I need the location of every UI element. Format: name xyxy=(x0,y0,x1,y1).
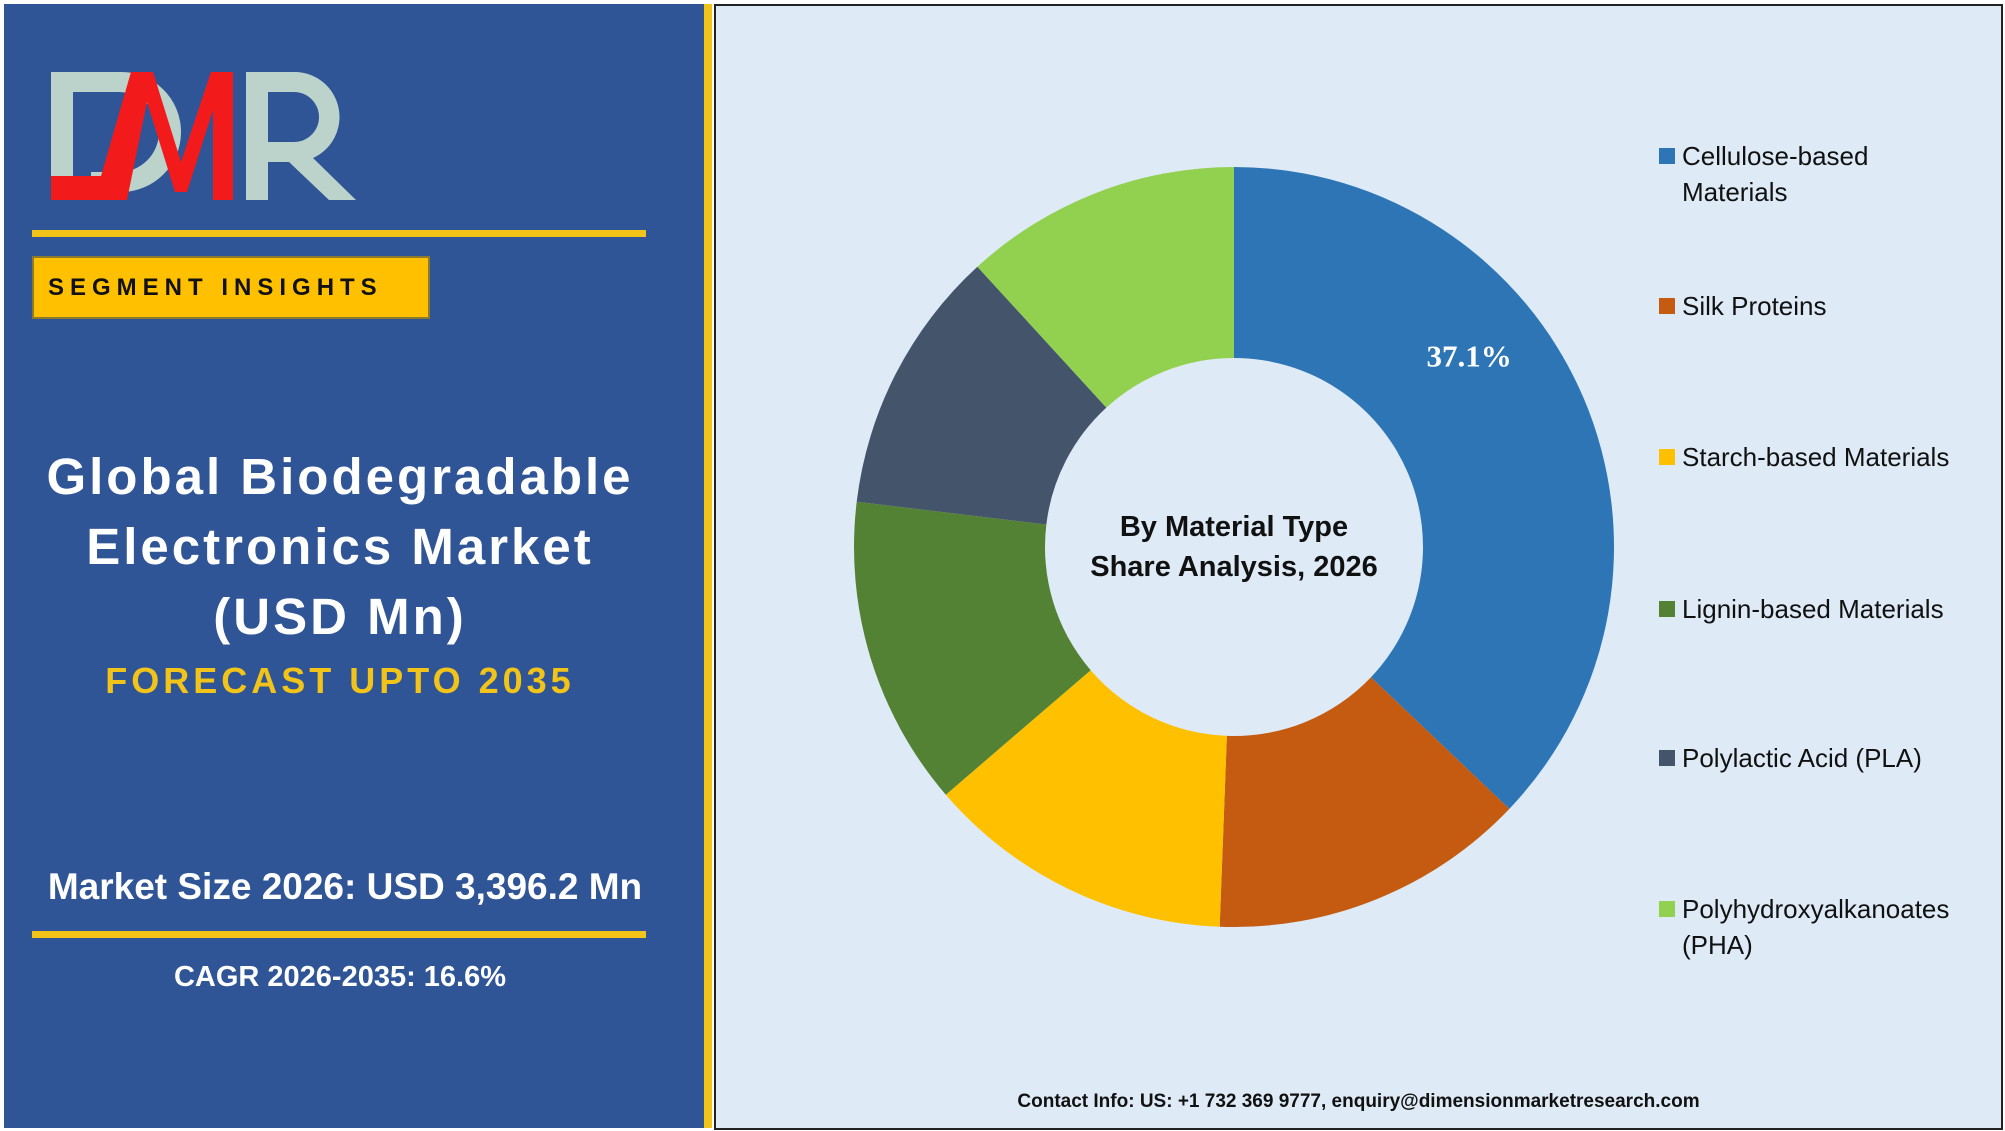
page-title: Global Biodegradable Electronics Market … xyxy=(0,442,680,652)
center-title-line-2: Share Analysis, 2026 xyxy=(1090,551,1378,583)
title-line-3: (USD Mn) xyxy=(213,588,467,645)
donut-slice-1 xyxy=(1234,167,1614,809)
legend-label-line: Starch-based Materials xyxy=(1682,442,1950,472)
accent-stripe xyxy=(704,4,712,1128)
legend-label-line: Polylactic Acid (PLA) xyxy=(1682,743,1922,773)
legend-label-line: Cellulose-based xyxy=(1682,141,1869,171)
cagr: CAGR 2026-2035: 16.6% xyxy=(173,961,507,993)
legend-swatch xyxy=(1659,901,1675,917)
forecast-label: FORECAST UPTO 2035 xyxy=(105,660,575,701)
legend-label: Silk Proteins xyxy=(1682,288,1992,324)
donut-slice-2 xyxy=(1219,677,1510,927)
contact-info: Contact Info: US: +1 732 369 9777, enqui… xyxy=(1017,1091,1700,1112)
divider-bottom xyxy=(32,931,646,938)
legend-label: Polyhydroxyalkanoates (PHA) xyxy=(1682,891,1992,963)
donut-slice-5 xyxy=(856,266,1107,525)
divider-top xyxy=(32,230,646,237)
market-size: Market Size 2026: USD 3,396.2 Mn xyxy=(47,866,643,907)
legend-label: Starch-based Materials xyxy=(1682,439,1992,475)
legend-label: Cellulose-based Materials xyxy=(1682,138,1992,210)
legend-swatch xyxy=(1659,148,1675,164)
legend-label-line: Lignin-based Materials xyxy=(1682,594,1944,624)
legend-label-line: Materials xyxy=(1682,177,1788,207)
chart-center-title: By Material Type Share Analysis, 2026 xyxy=(1034,507,1434,587)
legend-label-line: Polyhydroxyalkanoates xyxy=(1682,894,1950,924)
title-line-1: Global Biodegradable xyxy=(46,448,634,505)
dmr-logo xyxy=(51,72,356,200)
legend-label: Lignin-based Materials xyxy=(1682,591,1992,627)
legend-label-line: Silk Proteins xyxy=(1682,291,1827,321)
legend-label: Polylactic Acid (PLA) xyxy=(1682,740,1992,776)
legend-swatch xyxy=(1659,601,1675,617)
legend-swatch xyxy=(1659,750,1675,766)
data-label-1: 37.1% xyxy=(1426,338,1511,373)
donut-slice-6 xyxy=(977,167,1234,408)
donut-slice-3 xyxy=(945,670,1227,927)
title-line-2: Electronics Market xyxy=(86,518,594,575)
center-title-line-1: By Material Type xyxy=(1119,511,1349,543)
legend-label-line: (PHA) xyxy=(1682,930,1753,960)
legend-swatch xyxy=(1659,298,1675,314)
legend-swatch xyxy=(1659,449,1675,465)
donut-slice-4 xyxy=(853,501,1091,795)
segment-insights-badge: SEGMENT INSIGHTS xyxy=(32,256,430,319)
